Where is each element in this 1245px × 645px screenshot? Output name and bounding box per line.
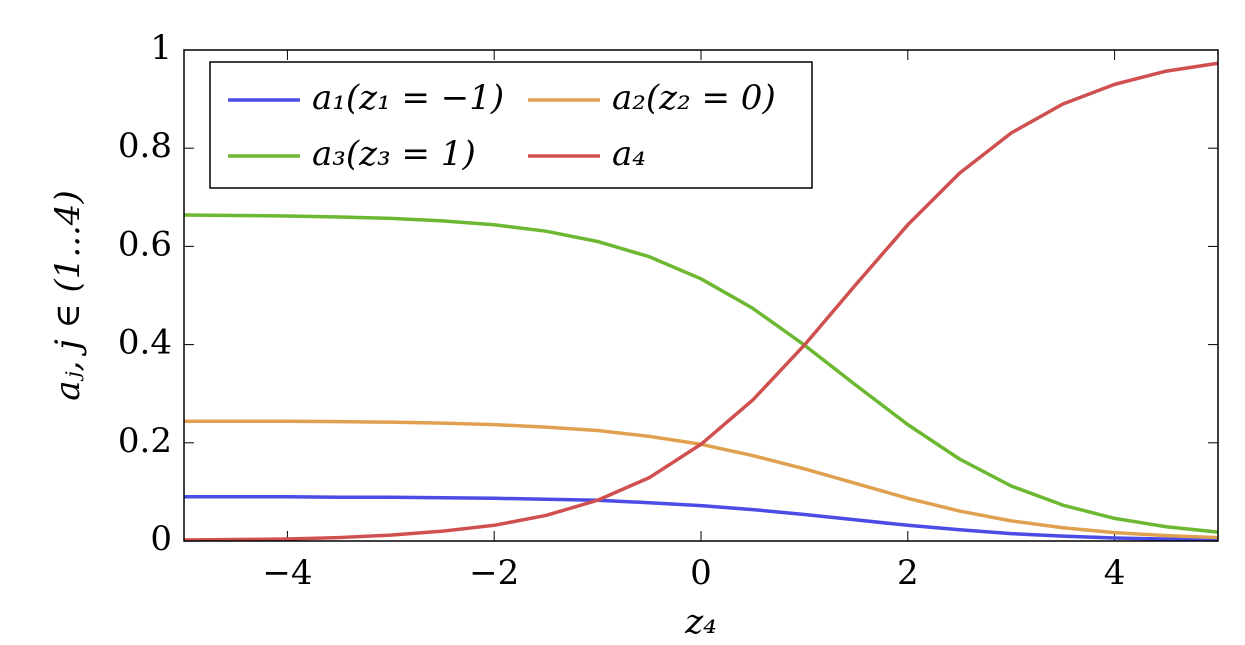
y-tick-label: 1 bbox=[150, 28, 172, 68]
legend-label: a₃(z₃ = 1) bbox=[312, 134, 476, 174]
x-tick-label: 2 bbox=[897, 553, 919, 593]
x-tick-label: −2 bbox=[469, 553, 519, 593]
y-axis-label: aⱼ, j ∈ (1...4) bbox=[48, 190, 88, 400]
plot-frame bbox=[183, 49, 1219, 542]
y-tick-label: 0.2 bbox=[118, 421, 172, 461]
legend-box bbox=[209, 61, 813, 189]
y-tick-label: 0 bbox=[150, 519, 172, 559]
x-axis-label: z₄ bbox=[684, 602, 717, 642]
y-tick-label: 0.6 bbox=[118, 224, 172, 264]
series-line bbox=[184, 419, 1219, 540]
x-tick-label: 4 bbox=[1104, 553, 1126, 593]
legend-label: a₄ bbox=[612, 134, 646, 174]
series-line bbox=[183, 61, 1219, 542]
legend-label: a₂(z₂ = 0) bbox=[612, 78, 776, 118]
y-tick-label: 0.4 bbox=[118, 323, 172, 363]
x-tick-label: −4 bbox=[262, 553, 312, 593]
x-tick-label: 0 bbox=[690, 553, 712, 593]
series-line bbox=[184, 495, 1219, 542]
legend: a₁(z₁ = −1) a₂(z₂ = 0) a₃(z₃ = 1) a₄ bbox=[209, 61, 813, 189]
legend-label: a₁(z₁ = −1) bbox=[312, 78, 504, 118]
y-tick-label: 0.8 bbox=[118, 126, 172, 166]
series-line bbox=[183, 213, 1219, 534]
